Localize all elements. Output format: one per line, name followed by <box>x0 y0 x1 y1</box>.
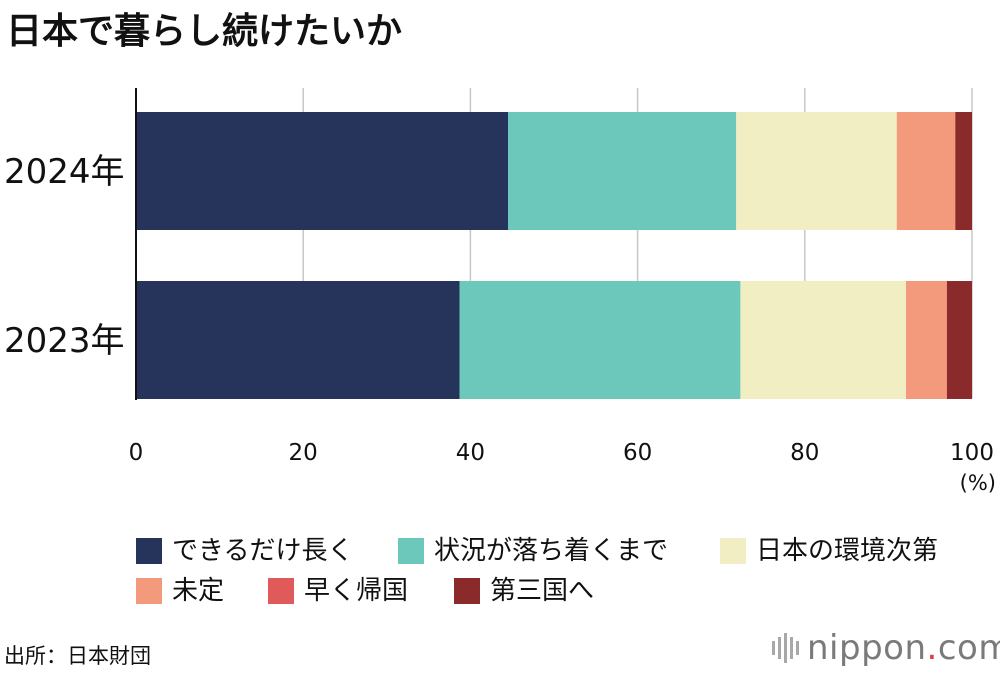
bar-segment-1-3 <box>905 281 947 399</box>
source-note: 出所：日本財団 <box>4 644 151 668</box>
x-tick-label-0: 0 <box>129 440 144 466</box>
brand-dot: . <box>926 628 938 668</box>
legend-label-kankyo: 日本の環境次第 <box>756 536 939 566</box>
bars <box>136 112 972 399</box>
legend-swatch-daisan <box>454 578 480 604</box>
x-tick-label-20: 20 <box>289 440 318 466</box>
brand-logo: nippon.com <box>772 628 1000 668</box>
bar-segment-0-2 <box>736 112 897 230</box>
category-label-0: 2024年 <box>4 152 125 192</box>
x-axis-unit: (%) <box>960 471 996 495</box>
bar-segment-0-1 <box>508 112 737 230</box>
legend-swatch-kikoku <box>268 578 294 604</box>
legend-label-dekiru: できるだけ長く <box>172 536 354 566</box>
legend-item-daisan: 第三国へ <box>454 576 594 606</box>
x-tick-label-100: 100 <box>950 440 994 466</box>
bar-segment-1-2 <box>740 281 906 399</box>
legend-item-kankyo: 日本の環境次第 <box>720 536 938 566</box>
legend-item-mitei: 未定 <box>136 576 224 606</box>
bar-segment-1-1 <box>459 281 741 399</box>
category-label-1: 2023年 <box>4 321 125 361</box>
chart-title: 日本で暮らし続けたいか <box>6 11 403 52</box>
brand-name: nippon <box>807 628 927 668</box>
bar-segment-0-3 <box>896 112 956 230</box>
legend-label-mitei: 未定 <box>172 576 225 606</box>
legend-swatch-kankyo <box>720 538 746 564</box>
x-tick-label-80: 80 <box>790 440 819 466</box>
brand-mark-icon <box>772 628 799 668</box>
labels: 2024年 2023年 0 20 40 60 80 100 (%) <box>4 152 996 495</box>
legend-swatch-jokyo <box>398 538 424 564</box>
brand-text: nippon.com <box>807 628 1000 668</box>
legend-row-1: できるだけ長く 状況が落ち着くまで 日本の環境次第 <box>136 536 986 576</box>
legend-label-jokyo: 状況が落ち着くまで <box>434 536 669 566</box>
bar-segment-0-5 <box>955 112 972 230</box>
x-tick-label-40: 40 <box>456 440 485 466</box>
legend-item-jokyo: 状況が落ち着くまで <box>398 536 668 566</box>
legend-swatch-dekiru <box>136 538 162 564</box>
chart-legend: できるだけ長く 状況が落ち着くまで 日本の環境次第 未定 早く帰国 第三国へ <box>136 536 986 616</box>
brand-suffix: com <box>937 628 1000 668</box>
legend-item-kikoku: 早く帰国 <box>268 576 408 606</box>
x-tick-label-60: 60 <box>623 440 652 466</box>
legend-label-kikoku: 早く帰国 <box>304 576 409 606</box>
legend-swatch-mitei <box>136 578 162 604</box>
legend-row-2: 未定 早く帰国 第三国へ <box>136 576 986 616</box>
legend-label-daisan: 第三国へ <box>490 576 595 606</box>
bar-segment-1-5 <box>946 281 972 399</box>
bar-segment-0-0 <box>136 112 509 230</box>
bar-segment-1-0 <box>136 281 460 399</box>
legend-item-dekiru: できるだけ長く <box>136 536 353 566</box>
